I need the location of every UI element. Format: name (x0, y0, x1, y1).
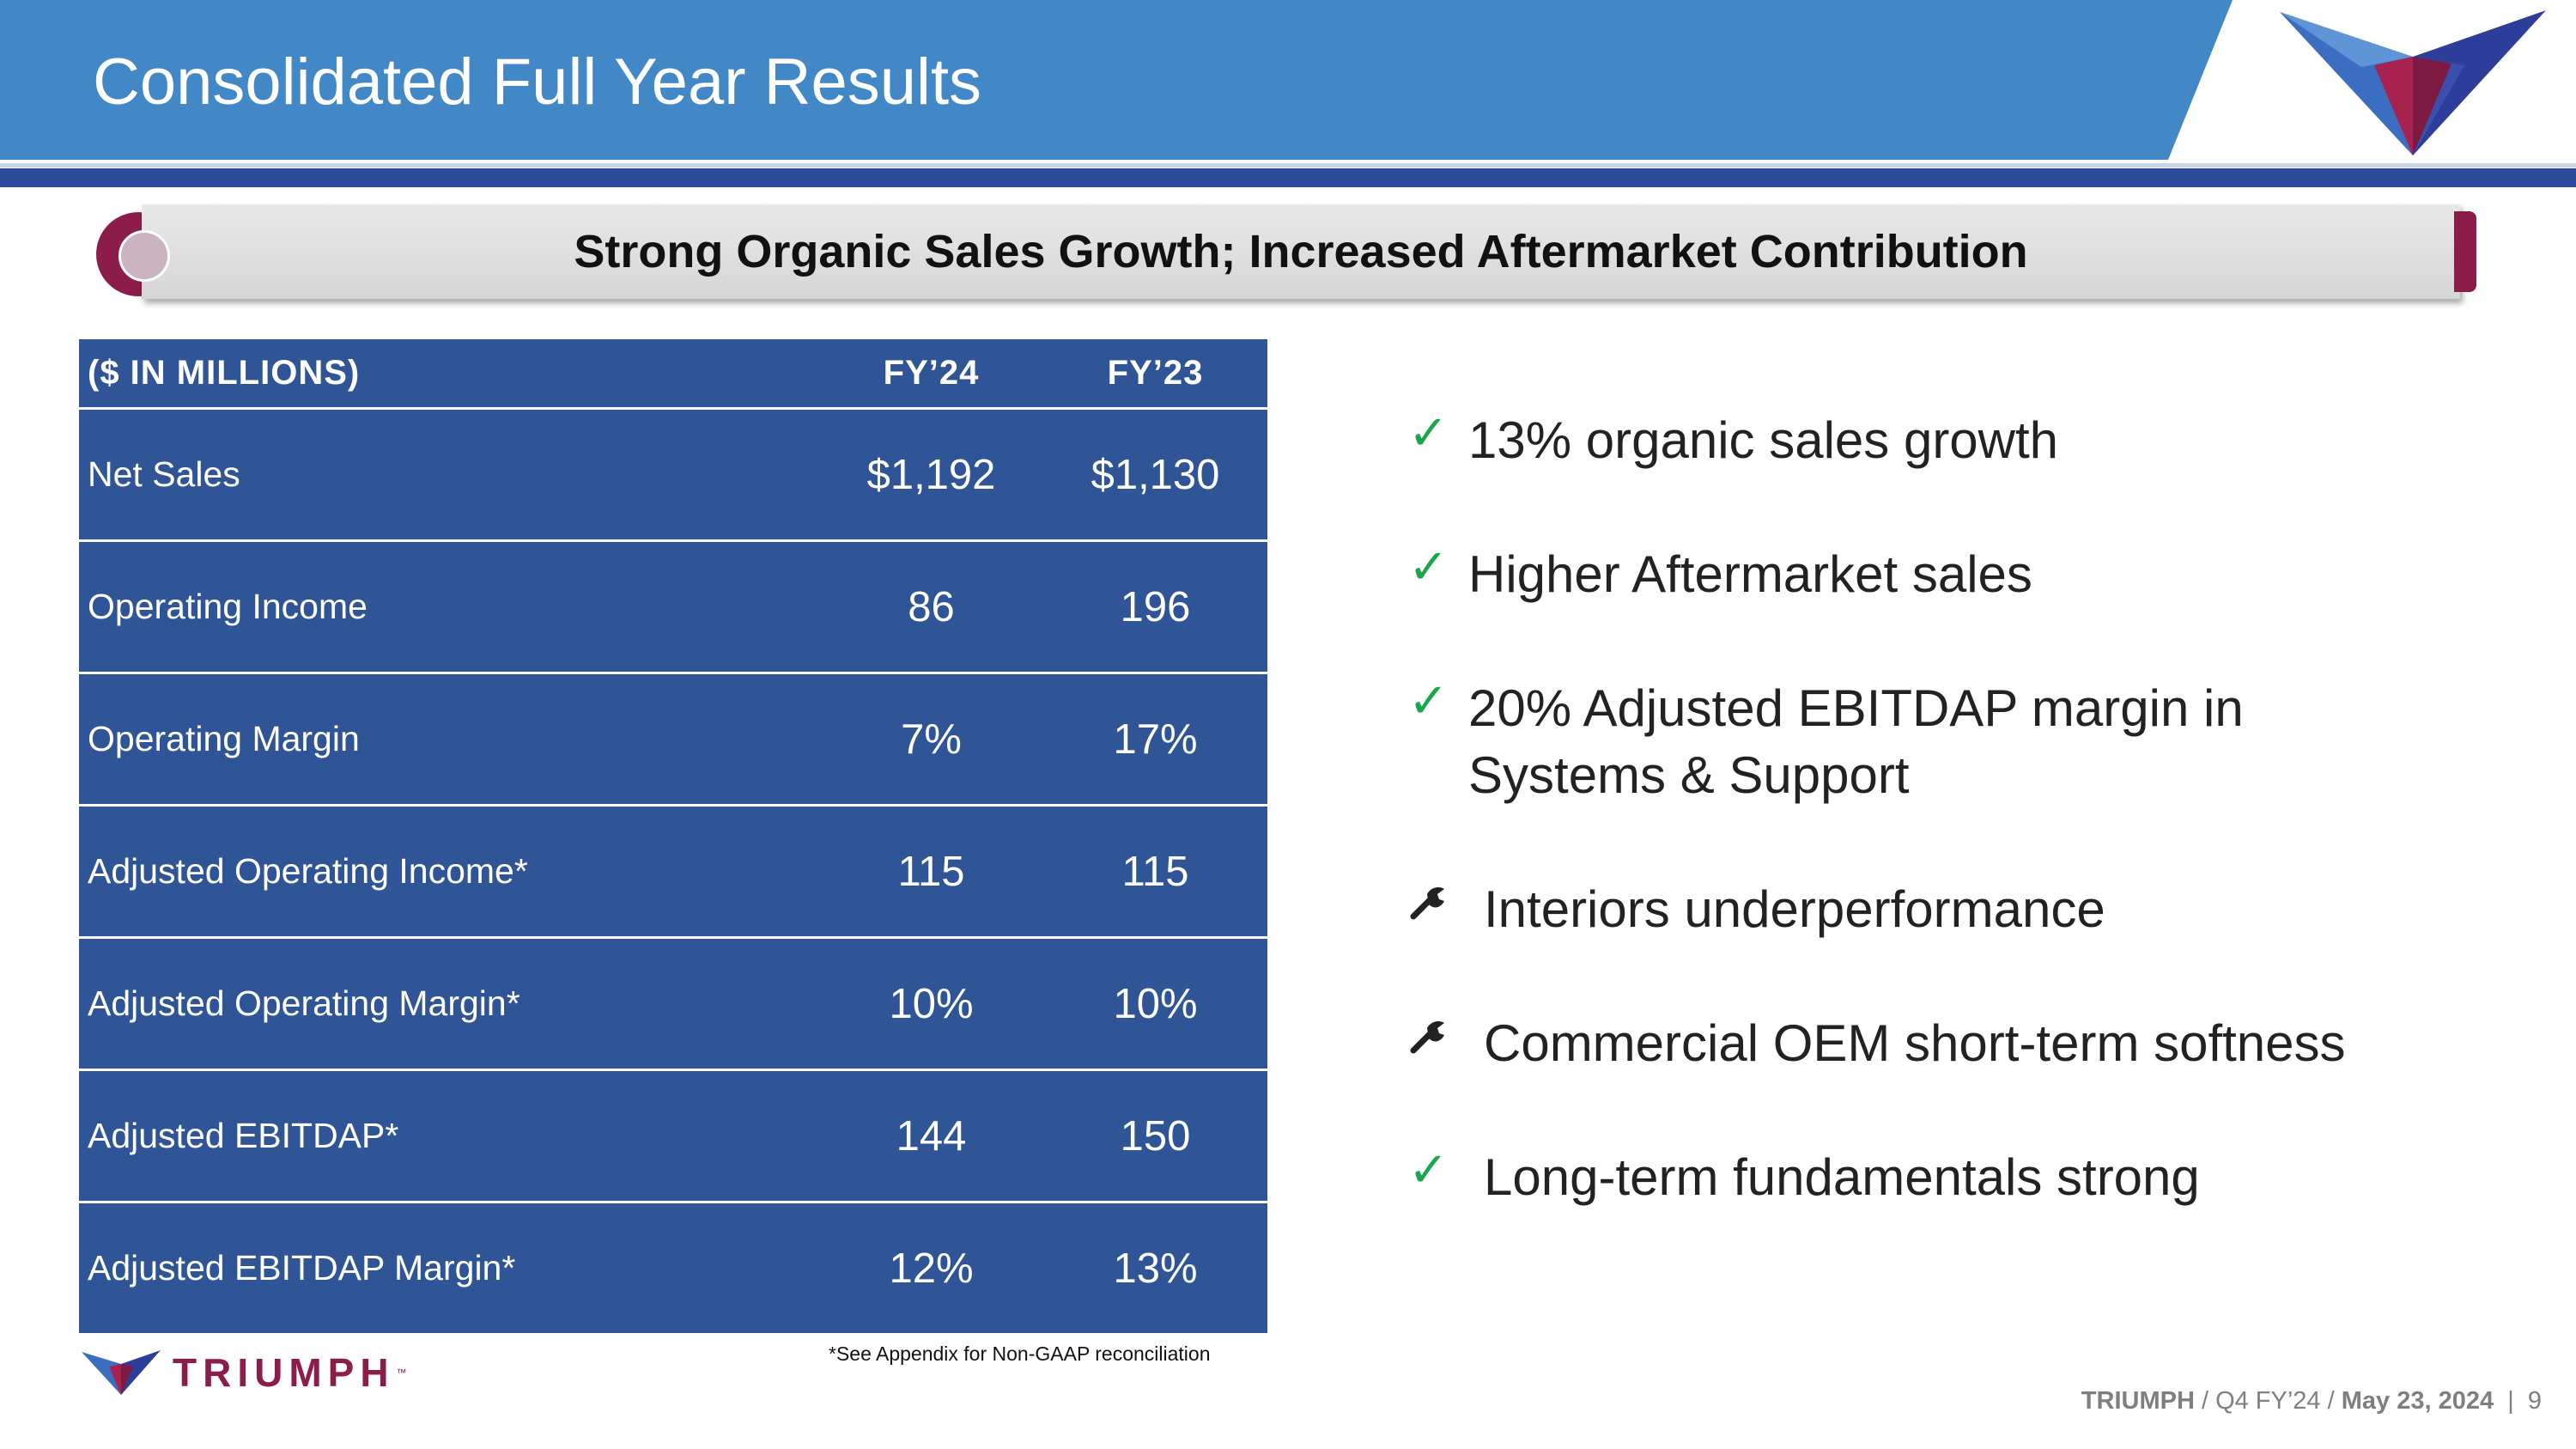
header-fy24: FY’24 (819, 339, 1043, 410)
check-icon: ✓ (1408, 673, 1449, 728)
wrench-icon (1408, 876, 1468, 928)
footer-separator: / (2194, 1387, 2216, 1415)
fy23-value: 10% (1043, 937, 1267, 1071)
check-icon: ✓ (1408, 1142, 1449, 1196)
bullet-text: Commercial OEM short-term softness (1484, 1014, 2346, 1072)
table-row: Operating Margin 7% 17% (79, 673, 1267, 807)
bullet-text: 13% organic sales growth (1468, 411, 2059, 469)
fy23-value: 150 (1043, 1069, 1267, 1203)
row-label: Operating Margin (79, 673, 819, 807)
fy24-value: 144 (819, 1069, 1043, 1203)
table-row: Adjusted EBITDAP* 144 150 (79, 1069, 1267, 1203)
row-label: Adjusted Operating Margin* (79, 937, 819, 1071)
list-item: ✓ Higher Aftermarket sales (1408, 541, 2032, 608)
fy24-value: 86 (819, 540, 1043, 674)
fy23-value: 196 (1043, 540, 1267, 674)
header-units: ($ IN MILLIONS) (79, 339, 819, 410)
bullet-text: Long-term fundamentals strong (1484, 1148, 2200, 1206)
row-label: Adjusted EBITDAP Margin* (79, 1202, 819, 1333)
fy23-value: $1,130 (1043, 408, 1267, 542)
header-rule (0, 168, 2576, 187)
brand-logo: TRIUMPH ™ (82, 1349, 407, 1397)
footer-period: Q4 FY’24 (2215, 1387, 2321, 1415)
table-header-row: ($ IN MILLIONS) FY’24 FY’23 (79, 339, 1267, 410)
footer-reference: TRIUMPH / Q4 FY’24 / May 23, 2024 | 9 (2081, 1387, 2542, 1416)
check-icon: ✓ (1408, 405, 1449, 460)
footer-separator: | (2494, 1387, 2528, 1415)
brand-name: TRIUMPH (173, 1350, 395, 1395)
bullet-text-line2: Systems & Support (1468, 746, 1910, 804)
fy24-value: 12% (819, 1202, 1043, 1333)
footer-company: TRIUMPH (2081, 1387, 2195, 1415)
table-row: Adjusted Operating Margin* 10% 10% (79, 937, 1267, 1071)
wrench-icon (1408, 1010, 1468, 1062)
list-item: Interiors underperformance (1408, 876, 2105, 943)
check-icon: ✓ (1408, 539, 1449, 594)
table-row: Net Sales $1,192 $1,130 (79, 408, 1267, 542)
header-rule-thin (0, 163, 2576, 167)
fy24-value: 115 (819, 805, 1043, 939)
triumph-small-logo-icon (82, 1350, 161, 1395)
fy24-value: 10% (819, 937, 1043, 1071)
list-item: Commercial OEM short-term softness (1408, 1010, 2346, 1077)
table-row: Adjusted Operating Income* 115 115 (79, 805, 1267, 939)
fy23-value: 115 (1043, 805, 1267, 939)
banner-end-cap (2454, 211, 2476, 292)
row-label: Net Sales (79, 408, 819, 542)
banner-ring-center (118, 230, 170, 282)
fy23-value: 13% (1043, 1202, 1267, 1333)
header-fy23: FY’23 (1043, 339, 1267, 410)
footer-date: May 23, 2024 (2341, 1387, 2494, 1415)
list-item: ✓ 20% Adjusted EBITDAP margin in Systems… (1408, 675, 2244, 809)
triumph-logo-icon (2280, 10, 2546, 155)
bullet-text: 20% Adjusted EBITDAP margin in (1468, 679, 2244, 737)
table-footnote: *See Appendix for Non-GAAP reconciliatio… (829, 1342, 1211, 1365)
footer-separator: / (2320, 1387, 2342, 1415)
fy24-value: 7% (819, 673, 1043, 807)
page-number: 9 (2527, 1387, 2542, 1415)
table-row: Adjusted EBITDAP Margin* 12% 13% (79, 1202, 1267, 1333)
header-band (0, 0, 2233, 160)
banner-text: Strong Organic Sales Growth; Increased A… (574, 226, 2028, 277)
table-row: Operating Income 86 196 (79, 540, 1267, 674)
row-label: Adjusted EBITDAP* (79, 1069, 819, 1203)
bullet-text: Interiors underperformance (1484, 880, 2105, 938)
subtitle-banner: Strong Organic Sales Growth; Increased A… (142, 204, 2460, 299)
fy23-value: 17% (1043, 673, 1267, 807)
brand-trademark: ™ (396, 1367, 407, 1379)
row-label: Operating Income (79, 540, 819, 674)
bullet-text: Higher Aftermarket sales (1468, 545, 2032, 603)
fy24-value: $1,192 (819, 408, 1043, 542)
list-item: ✓ Long-term fundamentals strong (1408, 1144, 2200, 1211)
financial-results-table: ($ IN MILLIONS) FY’24 FY’23 Net Sales $1… (79, 339, 1267, 1333)
row-label: Adjusted Operating Income* (79, 805, 819, 939)
slide-title: Consolidated Full Year Results (93, 46, 982, 119)
list-item: ✓ 13% organic sales growth (1408, 407, 2058, 474)
